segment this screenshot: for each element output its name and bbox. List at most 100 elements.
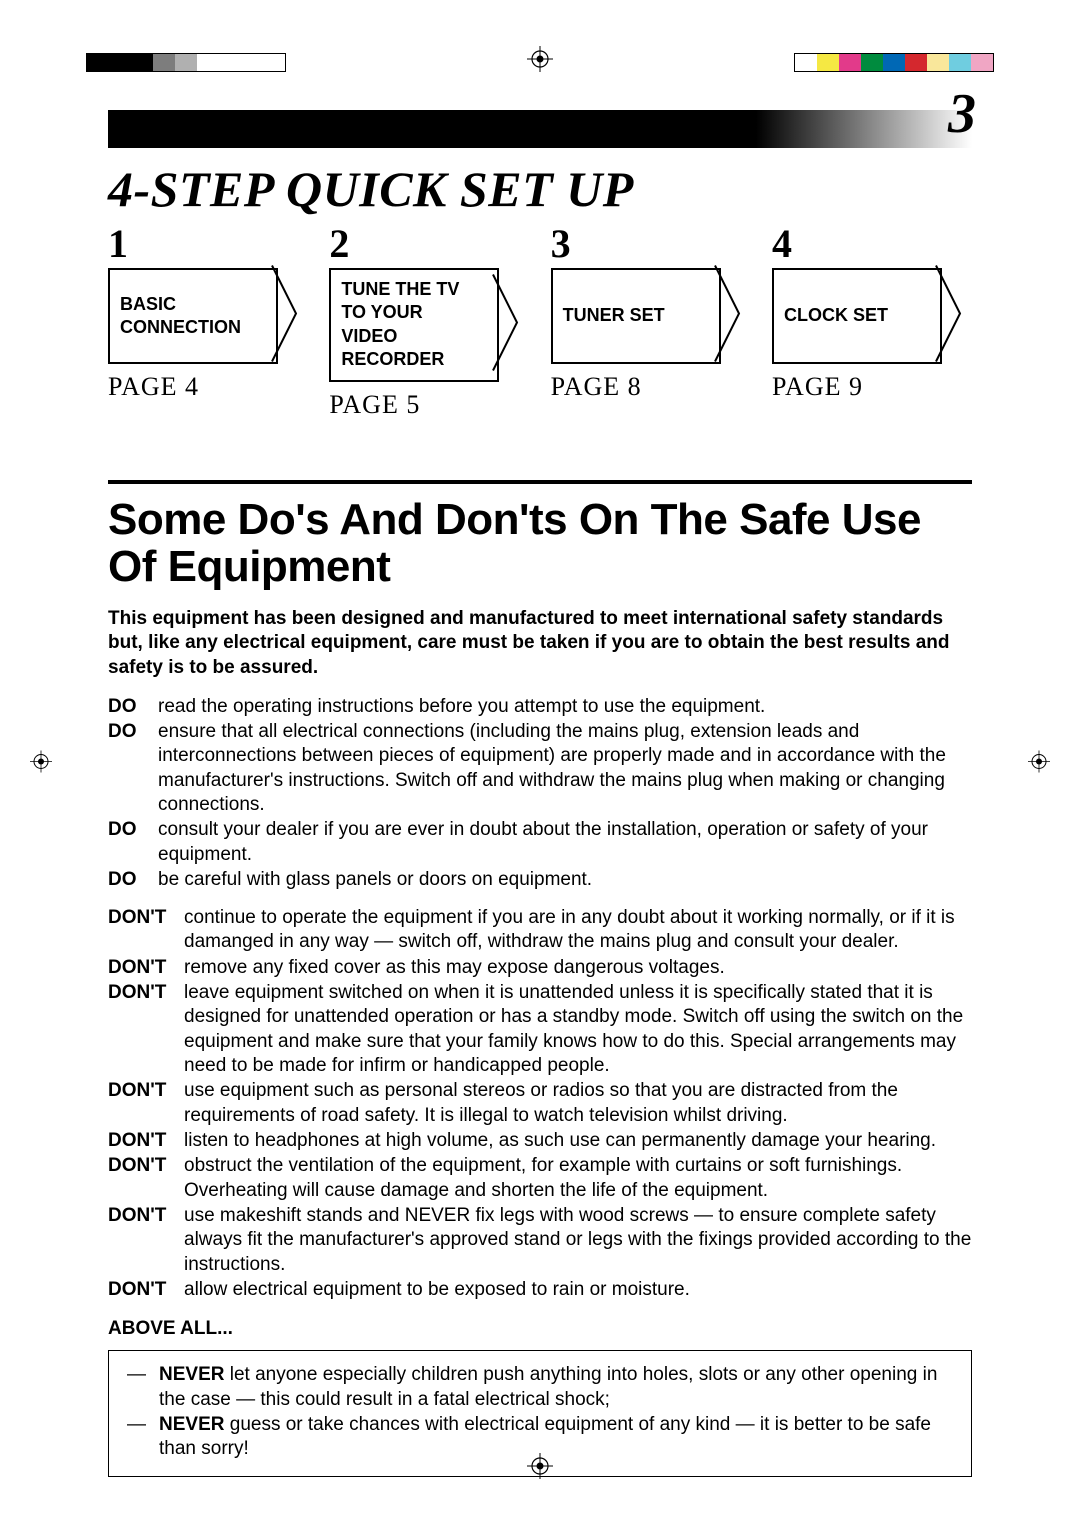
crop-swatch (817, 54, 839, 71)
do-label: DO (108, 868, 158, 892)
do-text: be careful with glass panels or doors on… (158, 868, 972, 892)
dont-text: allow electrical equipment to be exposed… (184, 1278, 972, 1302)
chevron-right-icon (270, 264, 300, 369)
step-box: TUNER SET (551, 268, 721, 364)
registration-mark-top (527, 46, 553, 77)
intro-text: This equipment has been designed and man… (108, 607, 972, 681)
do-text: consult your dealer if you are ever in d… (158, 818, 972, 867)
never-dash: — (127, 1363, 159, 1412)
step-box: CLOCK SET (772, 268, 942, 364)
dont-item: DON'Tobstruct the ventilation of the equ… (108, 1154, 972, 1203)
dont-item: DON'Tuse makeshift stands and NEVER fix … (108, 1204, 972, 1277)
dont-text: obstruct the ventilation of the equipmen… (184, 1154, 972, 1203)
step-label: TUNER SET (563, 304, 665, 327)
dont-text: listen to headphones at high volume, as … (184, 1129, 972, 1153)
dont-label: DON'T (108, 956, 184, 980)
donts-list: DON'Tcontinue to operate the equipment i… (108, 906, 972, 1302)
crop-swatch (175, 54, 197, 71)
step: 1 BASIC CONNECTION PAGE 4 (108, 224, 308, 420)
crop-swatch (87, 54, 109, 71)
dont-item: DON'Tremove any fixed cover as this may … (108, 956, 972, 980)
dont-label: DON'T (108, 906, 184, 955)
do-label: DO (108, 818, 158, 867)
step-page-ref: PAGE 5 (329, 390, 529, 420)
dont-item: DON'Tuse equipment such as personal ster… (108, 1079, 972, 1128)
main-title: 4-STEP QUICK SET UP (108, 160, 972, 218)
dont-label: DON'T (108, 1278, 184, 1302)
never-dash: — (127, 1413, 159, 1462)
step-page-ref: PAGE 9 (772, 372, 972, 402)
do-text: ensure that all electrical connections (… (158, 720, 972, 817)
step: 3 TUNER SET PAGE 8 (551, 224, 751, 420)
dont-label: DON'T (108, 1154, 184, 1203)
chevron-right-icon (491, 272, 521, 377)
dont-text: continue to operate the equipment if you… (184, 906, 972, 955)
chevron-right-icon (934, 264, 964, 369)
dont-label: DON'T (108, 1204, 184, 1277)
registration-mark-left (30, 751, 52, 778)
never-text: NEVER let anyone especially children pus… (159, 1363, 953, 1412)
page-content: 3 4-STEP QUICK SET UP 1 BASIC CONNECTION P… (108, 110, 972, 1477)
crop-swatch (883, 54, 905, 71)
page-number: 3 (948, 82, 976, 146)
step-number: 3 (551, 224, 751, 264)
do-item: DOconsult your dealer if you are ever in… (108, 818, 972, 867)
dont-text: use equipment such as personal stereos o… (184, 1079, 972, 1128)
dont-text: remove any fixed cover as this may expos… (184, 956, 972, 980)
dos-list: DOread the operating instructions before… (108, 695, 972, 893)
registration-mark-right (1028, 751, 1050, 778)
crop-swatch (131, 54, 153, 71)
crop-swatch (219, 54, 241, 71)
crop-swatch (905, 54, 927, 71)
crop-swatches-right (794, 53, 994, 72)
crop-swatch (839, 54, 861, 71)
crop-swatches-left (86, 53, 286, 72)
step-box: BASIC CONNECTION (108, 268, 278, 364)
never-text: NEVER guess or take chances with electri… (159, 1413, 953, 1462)
crop-swatch (861, 54, 883, 71)
dont-text: use makeshift stands and NEVER fix legs … (184, 1204, 972, 1277)
crop-swatch (197, 54, 219, 71)
dont-label: DON'T (108, 1079, 184, 1128)
do-item: DOensure that all electrical connections… (108, 720, 972, 817)
step-label: BASIC CONNECTION (120, 293, 262, 340)
dont-label: DON'T (108, 1129, 184, 1153)
divider-bar (108, 480, 972, 484)
section-title: Some Do's And Don'ts On The Safe Use Of … (108, 496, 972, 591)
do-label: DO (108, 720, 158, 817)
step-number: 2 (329, 224, 529, 264)
dont-item: DON'Tlisten to headphones at high volume… (108, 1129, 972, 1153)
crop-swatch (971, 54, 993, 71)
step: 2 TUNE THE TV TO YOUR VIDEO RECORDER PAGE … (329, 224, 529, 420)
above-all-heading: ABOVE ALL... (108, 1318, 972, 1340)
do-text: read the operating instructions before y… (158, 695, 972, 719)
step: 4CLOCK SET PAGE 9 (772, 224, 972, 420)
dont-text: leave equipment switched on when it is u… (184, 981, 972, 1078)
crop-swatch (153, 54, 175, 71)
never-item: —NEVER let anyone especially children pu… (127, 1363, 953, 1412)
crop-marks-top (0, 46, 1080, 76)
do-label: DO (108, 695, 158, 719)
steps-row: 1 BASIC CONNECTION PAGE 4 2 TUNE THE TV TO Y… (108, 224, 972, 420)
chevron-right-icon (713, 264, 743, 369)
step-box: TUNE THE TV TO YOUR VIDEO RECORDER (329, 268, 499, 382)
step-number: 1 (108, 224, 308, 264)
crop-swatch (109, 54, 131, 71)
crop-swatch (241, 54, 263, 71)
registration-mark-bottom (527, 1453, 553, 1484)
crop-swatch (927, 54, 949, 71)
crop-swatch (949, 54, 971, 71)
step-label: TUNE THE TV TO YOUR VIDEO RECORDER (341, 278, 483, 372)
header-gradient-bar: 3 (108, 110, 972, 148)
crop-swatch (795, 54, 817, 71)
crop-swatch (263, 54, 285, 71)
step-page-ref: PAGE 4 (108, 372, 308, 402)
step-number: 4 (772, 224, 972, 264)
dont-item: DON'Tcontinue to operate the equipment i… (108, 906, 972, 955)
dont-item: DON'Tallow electrical equipment to be ex… (108, 1278, 972, 1302)
step-page-ref: PAGE 8 (551, 372, 751, 402)
dont-item: DON'Tleave equipment switched on when it… (108, 981, 972, 1078)
dont-label: DON'T (108, 981, 184, 1078)
do-item: DOread the operating instructions before… (108, 695, 972, 719)
do-item: DObe careful with glass panels or doors … (108, 868, 972, 892)
